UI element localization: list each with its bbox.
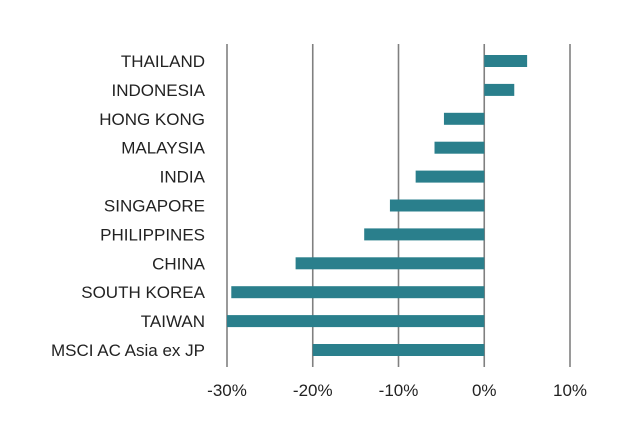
category-label: TAIWAN: [141, 312, 205, 331]
x-tick-label: -30%: [207, 381, 247, 400]
category-label: SINGAPORE: [104, 197, 205, 216]
category-label: SOUTH KOREA: [81, 283, 205, 302]
category-label: THAILAND: [121, 52, 205, 71]
x-tick-label: -10%: [379, 381, 419, 400]
bar: [484, 83, 515, 96]
bar: [415, 170, 485, 183]
bar: [231, 286, 485, 299]
bars: [227, 55, 528, 356]
category-label: PHILIPPINES: [100, 225, 205, 244]
bar: [227, 315, 485, 328]
category-labels: THAILAND INDONESIA HONG KONG MALAYSIA INDIA S…: [51, 52, 206, 360]
category-label: HONG KONG: [99, 110, 205, 129]
bar: [484, 55, 528, 67]
x-tick-label: 0%: [472, 381, 497, 400]
x-tick-label: -20%: [293, 381, 333, 400]
bar: [364, 228, 485, 241]
bar: [295, 257, 485, 270]
category-label: MALAYSIA: [121, 139, 205, 158]
bar: [312, 344, 485, 356]
x-tick-label: 10%: [553, 381, 587, 400]
category-label: INDIA: [160, 168, 206, 187]
category-label: CHINA: [152, 254, 206, 273]
category-label: INDONESIA: [111, 81, 205, 100]
bar: [443, 112, 485, 125]
x-tick-labels: -30% -20% -10% 0% 10%: [207, 381, 587, 400]
bar: [389, 199, 485, 212]
bar: [434, 141, 485, 154]
category-label: MSCI AC Asia ex JP: [51, 341, 205, 360]
